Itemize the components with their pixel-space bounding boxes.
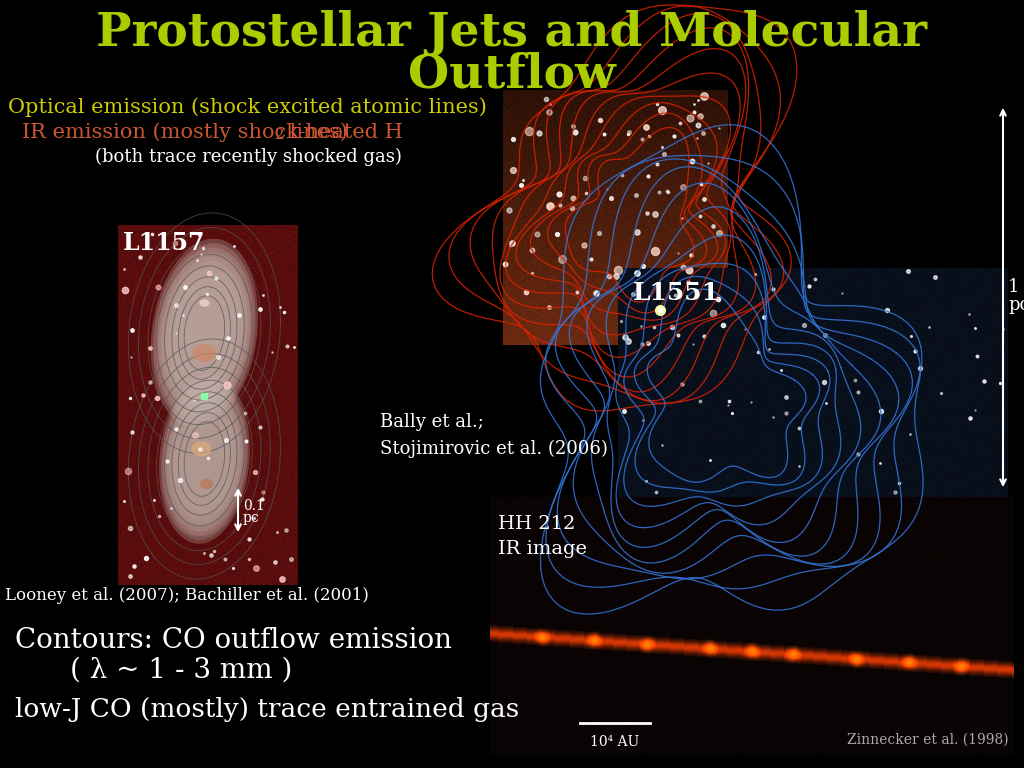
Ellipse shape [193,344,216,362]
Text: Bally et al.;
Stojimirovic et al. (2006): Bally et al.; Stojimirovic et al. (2006) [380,413,608,458]
Ellipse shape [169,270,241,396]
Ellipse shape [174,279,236,387]
Ellipse shape [173,402,236,516]
Text: pc: pc [243,511,260,525]
Text: L1157: L1157 [123,231,206,255]
Ellipse shape [200,300,209,306]
Text: IR emission (mostly shock-heated H: IR emission (mostly shock-heated H [22,122,402,142]
Ellipse shape [154,243,256,423]
Text: lines): lines) [283,123,348,141]
Text: 0.1: 0.1 [243,499,265,513]
Ellipse shape [165,386,244,531]
Text: L1551: L1551 [633,281,720,305]
Text: 1: 1 [1008,279,1020,296]
Text: Protostellar Jets and Molecular: Protostellar Jets and Molecular [96,10,928,56]
Ellipse shape [177,410,231,508]
Text: 2: 2 [275,128,285,142]
Text: Zinnecker et al. (1998): Zinnecker et al. (1998) [848,733,1009,747]
Text: HH 212
IR image: HH 212 IR image [498,515,587,558]
Text: (both trace recently shocked gas): (both trace recently shocked gas) [95,148,401,166]
Text: pc: pc [1008,296,1024,315]
Ellipse shape [161,257,248,409]
Text: 10⁴ AU: 10⁴ AU [591,735,640,749]
Ellipse shape [175,406,233,511]
Ellipse shape [171,398,238,520]
Ellipse shape [163,382,246,536]
Ellipse shape [167,390,242,528]
Text: Looney et al. (2007); Bachiller et al. (2001): Looney et al. (2007); Bachiller et al. (… [5,587,369,604]
Ellipse shape [159,374,250,544]
Text: Optical emission (shock excited atomic lines): Optical emission (shock excited atomic l… [8,98,486,117]
Text: ( λ ~ 1 - 3 mm ): ( λ ~ 1 - 3 mm ) [70,657,293,684]
Text: Contours: CO outflow emission: Contours: CO outflow emission [15,627,452,654]
Ellipse shape [159,252,251,414]
Ellipse shape [161,378,248,540]
Ellipse shape [151,239,258,427]
Text: low-J CO (mostly) trace entrained gas: low-J CO (mostly) trace entrained gas [15,697,519,723]
Ellipse shape [200,478,213,489]
Ellipse shape [164,261,246,405]
Text: Outflow: Outflow [409,52,615,98]
Ellipse shape [191,442,211,456]
Ellipse shape [171,274,238,392]
Ellipse shape [169,394,240,524]
Ellipse shape [156,247,253,419]
Ellipse shape [166,266,243,401]
